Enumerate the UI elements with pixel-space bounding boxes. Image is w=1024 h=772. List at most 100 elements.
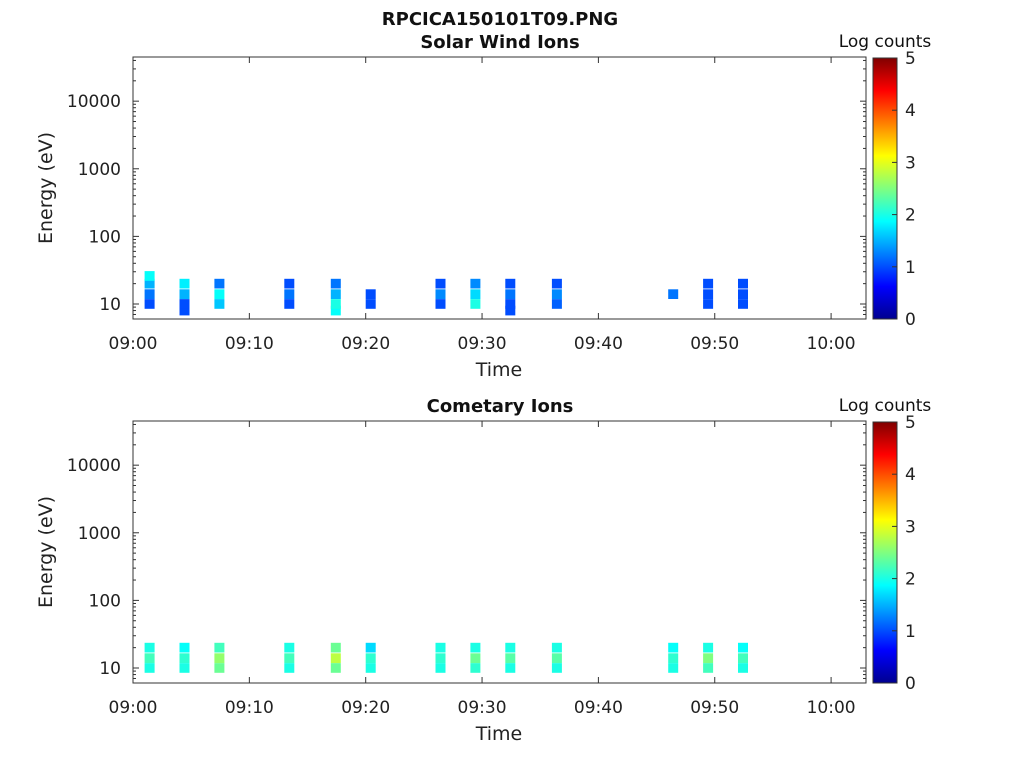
y-axis-ticks: 10 100 1000 10000: [67, 423, 866, 684]
x-axis-label: Time: [475, 359, 523, 381]
colorbar-ticks: 0 1 2 3 4 5: [892, 49, 916, 330]
spectrogram-cell: [551, 663, 562, 673]
colorbar-tick-label: 1: [905, 258, 916, 278]
spectrogram-cell: [435, 278, 446, 289]
spectrogram-cell: [551, 299, 562, 309]
spectrogram-cell: [365, 653, 376, 663]
spectrogram-cell: [179, 653, 190, 663]
x-tick-label: 09:10: [225, 698, 274, 718]
colorbar-tick-label: 4: [905, 465, 916, 485]
spectrogram-cell: [435, 299, 446, 309]
spectrogram-cell: [703, 299, 714, 309]
spectrogram-cell: [470, 289, 481, 299]
x-tick-label: 09:50: [690, 698, 739, 718]
spectrogram-cell: [435, 663, 446, 673]
colorbar-tick-label: 4: [905, 101, 916, 121]
spectrogram-cell: [668, 663, 679, 673]
spectrogram-cells: [144, 271, 748, 316]
page-title: RPCICA150101T09.PNG: [382, 9, 618, 30]
spectrogram-cell: [668, 653, 679, 663]
spectrogram-cell: [179, 305, 190, 316]
spectrogram-cell: [435, 642, 446, 653]
spectrogram-cell: [505, 305, 516, 316]
spectrogram-cell: [435, 653, 446, 663]
spectrogram-cell: [365, 642, 376, 653]
spectrogram-cell: [144, 278, 155, 289]
spectrogram-cell: [330, 663, 341, 673]
x-tick-label: 09:10: [225, 334, 274, 354]
spectrogram-cell: [551, 289, 562, 299]
y-axis-label: Energy (eV): [35, 132, 57, 244]
spectrogram-cell: [284, 642, 295, 653]
spectrogram-cell: [214, 278, 225, 289]
spectrogram-cell: [738, 299, 748, 309]
spectrogram-cells: [144, 642, 748, 673]
colorbar-label: Log counts: [839, 396, 932, 416]
spectrogram-cell: [738, 653, 748, 663]
spectrogram-cell: [505, 653, 516, 663]
colorbar: [872, 421, 898, 684]
spectrogram-cell: [179, 663, 190, 673]
x-axis-ticks: 09:00 09:10 09:20 09:30 09:40 09:50 10:00: [109, 421, 856, 718]
spectrogram-cell: [505, 299, 516, 309]
x-tick-label: 10:00: [807, 334, 856, 354]
colorbar-tick-label: 2: [905, 206, 916, 226]
spectrogram-cell: [179, 299, 190, 309]
spectrogram-cell: [470, 663, 481, 673]
spectrogram-cell: [365, 289, 376, 299]
y-tick-label: 10000: [67, 92, 121, 112]
spectrogram-cell: [668, 289, 679, 299]
spectrogram-cell: [738, 663, 748, 673]
spectrogram-cell: [738, 278, 748, 289]
x-axis-ticks: 09:00 09:10 09:20 09:30 09:40 09:50 10:00: [109, 57, 856, 354]
colorbar-tick-label: 5: [905, 413, 916, 433]
x-tick-label: 09:00: [109, 698, 158, 718]
spectrogram-cell: [144, 299, 155, 309]
spectrogram-cell: [668, 642, 679, 653]
y-tick-label: 100: [89, 591, 121, 611]
y-tick-label: 100: [89, 227, 121, 247]
colorbar-tick-label: 3: [905, 517, 916, 537]
spectrogram-cell: [284, 299, 295, 309]
spectrogram-cell: [738, 289, 748, 299]
spectrogram-cell: [470, 299, 481, 309]
x-tick-label: 09:40: [574, 334, 623, 354]
spectrogram-cell: [284, 663, 295, 673]
spectrogram-cell: [144, 653, 155, 663]
x-axis-label: Time: [475, 723, 523, 745]
y-axis-label: Energy (eV): [35, 496, 57, 608]
plot-area: [132, 420, 867, 684]
spectrogram-cell: [144, 271, 155, 281]
spectrogram-cell: [284, 289, 295, 299]
spectrogram-cell: [330, 299, 341, 309]
y-tick-label: 10: [99, 295, 121, 315]
y-tick-label: 1000: [78, 524, 121, 544]
spectrogram-cell: [703, 642, 714, 653]
spectrogram-cell: [365, 663, 376, 673]
x-tick-label: 09:30: [458, 698, 507, 718]
spectrogram-cell: [435, 289, 446, 299]
spectrogram-cell: [330, 305, 341, 316]
colorbar-tick-label: 1: [905, 622, 916, 642]
colorbar-ticks: 0 1 2 3 4 5: [892, 413, 916, 694]
spectrogram-cell: [703, 289, 714, 299]
colorbar: [872, 57, 898, 320]
spectrogram-cell: [505, 663, 516, 673]
spectrogram-cell: [703, 653, 714, 663]
spectrogram-cell: [214, 299, 225, 309]
x-tick-label: 09:20: [341, 698, 390, 718]
spectrogram-cell: [703, 663, 714, 673]
spectrogram-cell: [330, 289, 341, 299]
spectrogram-cell: [214, 289, 225, 299]
spectrogram-cell: [179, 289, 190, 299]
colorbar-tick-label: 2: [905, 570, 916, 590]
x-tick-label: 09:50: [690, 334, 739, 354]
colorbar-label: Log counts: [839, 32, 932, 52]
spectrogram-cell: [179, 278, 190, 289]
y-tick-label: 1000: [78, 160, 121, 180]
colorbar-tick-label: 0: [905, 310, 916, 330]
colorbar-tick-label: 5: [905, 49, 916, 69]
spectrogram-cell: [144, 663, 155, 673]
